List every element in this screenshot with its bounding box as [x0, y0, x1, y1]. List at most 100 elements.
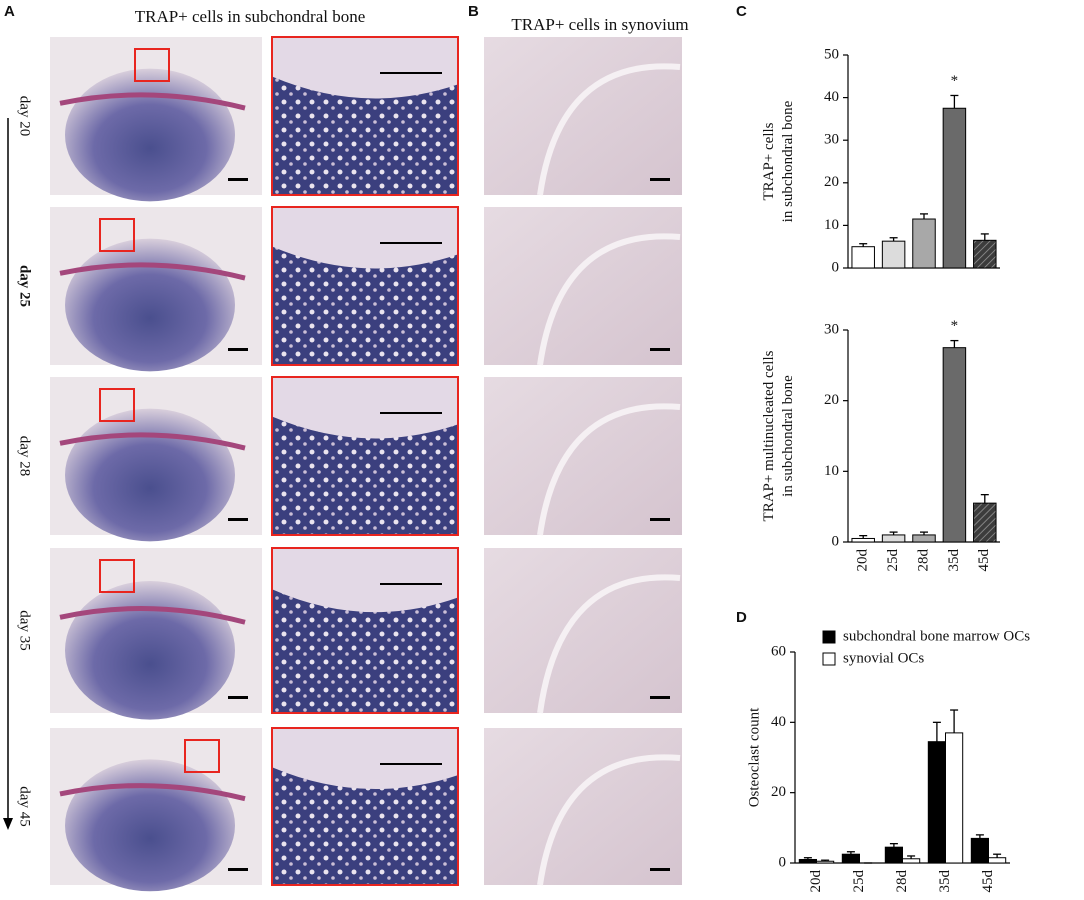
- bone-marrow: [65, 68, 235, 202]
- error-bar: [889, 237, 898, 242]
- error-bar: [920, 213, 928, 220]
- roi-box: [99, 218, 135, 252]
- scale-bar: [228, 348, 248, 351]
- error-bar: [950, 339, 959, 348]
- x-tick-label: 25d: [851, 870, 867, 893]
- error-bar: [980, 233, 989, 241]
- panel-label: A: [4, 3, 15, 20]
- y-axis-label: in subchondral bone: [780, 375, 796, 497]
- x-tick-label: 28d: [894, 870, 910, 893]
- legend-label: subchondral bone marrow OCs: [843, 628, 1030, 644]
- scale-bar: [380, 763, 442, 765]
- bar: [881, 240, 906, 269]
- x-tick-label: 35d: [946, 549, 962, 572]
- growth-plate: [59, 783, 246, 802]
- cartilage: [272, 377, 458, 439]
- scale-bar: [380, 72, 442, 74]
- scale-bar: [228, 868, 248, 871]
- error-bar: [889, 531, 898, 535]
- bone-marrow: [65, 408, 235, 542]
- bar: [816, 860, 835, 864]
- day-label: day 35: [17, 610, 33, 650]
- error-bar: [803, 857, 812, 860]
- y-tick-label: 40: [824, 89, 839, 105]
- error-bar: [889, 843, 898, 848]
- growth-plate: [59, 92, 246, 111]
- significance: *: [951, 73, 959, 89]
- bone-marrow: [65, 581, 235, 720]
- zoom-border: [271, 36, 459, 196]
- y-tick-label: 30: [824, 132, 839, 148]
- y-tick-label: 0: [832, 259, 840, 275]
- bar: [912, 534, 936, 543]
- y-axis-label: Osteoclast count: [746, 707, 762, 807]
- error-bar: [920, 531, 928, 535]
- joint-line: [537, 574, 681, 714]
- y-tick-label: 30: [824, 321, 839, 337]
- bar: [881, 534, 906, 543]
- y-tick-label: 0: [832, 533, 840, 549]
- cartilage: [272, 728, 458, 790]
- bar: [841, 853, 860, 864]
- synovium-image: [484, 37, 682, 195]
- y-tick-label: 20: [771, 784, 786, 800]
- error-bar: [980, 494, 989, 504]
- x-tick-label: 45d: [976, 549, 992, 572]
- bar: [798, 858, 817, 864]
- bone-marrow: [65, 238, 235, 372]
- bar: [973, 239, 997, 269]
- error-bar: [975, 834, 984, 839]
- bar: [851, 246, 875, 269]
- y-axis-label: TRAP+ multinucleated cells: [761, 350, 777, 521]
- legend-label: synovial OCs: [843, 650, 924, 666]
- bar: [927, 741, 946, 864]
- roi-box: [99, 388, 135, 422]
- joint-line: [537, 403, 681, 536]
- synovium-image: [484, 207, 682, 365]
- scale-bar: [380, 242, 442, 244]
- cartilage: [272, 548, 458, 613]
- panel-label: D: [736, 609, 747, 626]
- synovium-image: [484, 548, 682, 713]
- error-bar: [821, 859, 830, 862]
- bar: [884, 846, 903, 864]
- bar: [851, 537, 875, 543]
- cartilage: [272, 207, 458, 269]
- panel-title: TRAP+ cells in synovium: [511, 15, 688, 34]
- zoom-border: [271, 376, 459, 536]
- time-arrow-head: [3, 818, 13, 830]
- error-bar: [859, 534, 868, 539]
- bar: [942, 107, 967, 269]
- error-bar: [846, 851, 855, 855]
- y-axis-label: in subchondral bone: [780, 100, 796, 222]
- bar: [970, 837, 989, 864]
- day-label: day 28: [17, 436, 33, 476]
- x-tick-label: 25d: [885, 549, 901, 572]
- roi-box: [134, 48, 170, 82]
- panel-title: TRAP+ cells in subchondral bone: [135, 7, 366, 26]
- synovium-image: [484, 377, 682, 535]
- y-tick-label: 20: [824, 392, 839, 408]
- error-bar: [907, 855, 916, 859]
- scale-bar: [650, 868, 670, 871]
- x-tick-label: 35d: [937, 870, 953, 893]
- growth-plate: [59, 606, 246, 625]
- scale-bar: [380, 583, 442, 585]
- legend-swatch: [822, 652, 836, 666]
- scale-bar: [380, 412, 442, 414]
- y-tick-label: 20: [824, 174, 839, 190]
- x-tick-label: 20d: [808, 870, 824, 893]
- y-axis-label: TRAP+ cells: [761, 122, 777, 200]
- x-tick-label: 28d: [915, 549, 931, 572]
- growth-plate: [59, 432, 246, 451]
- joint-line: [537, 233, 681, 366]
- scale-bar: [650, 518, 670, 521]
- scale-bar: [228, 518, 248, 521]
- bone-marrow: [65, 759, 235, 892]
- zoom-border: [271, 206, 459, 366]
- scale-bar: [650, 696, 670, 699]
- y-tick-label: 10: [824, 463, 839, 479]
- y-tick-label: 0: [779, 854, 787, 870]
- error-bar: [859, 243, 868, 247]
